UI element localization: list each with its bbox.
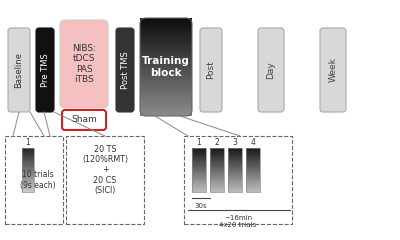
Text: Day: Day [266,61,276,79]
FancyBboxPatch shape [8,28,30,112]
Text: Week: Week [328,58,338,82]
Text: 1: 1 [26,138,30,147]
Bar [192,148,206,192]
Bar [210,148,224,192]
Text: 4: 4 [250,138,256,147]
Text: 1: 1 [197,138,201,147]
Text: ~16min
4x20 trials: ~16min 4x20 trials [220,215,256,228]
Text: 20 TS
(120%RMT)
+
20 CS
(SICI): 20 TS (120%RMT) + 20 CS (SICI) [82,145,128,195]
Text: Post TMS: Post TMS [120,51,130,89]
Text: 3: 3 [232,138,238,147]
FancyBboxPatch shape [116,28,134,112]
Bar [22,148,34,192]
Text: 2: 2 [215,138,219,147]
Text: Baseline: Baseline [14,52,24,88]
FancyBboxPatch shape [320,28,346,112]
FancyBboxPatch shape [60,20,108,108]
Text: NIBS:
tDCS
PAS
iTBS: NIBS: tDCS PAS iTBS [72,44,96,84]
Bar [228,148,242,192]
Text: Sham: Sham [71,115,97,125]
FancyBboxPatch shape [258,28,284,112]
FancyBboxPatch shape [200,28,222,112]
Text: 30s: 30s [195,203,207,209]
Text: Training
block: Training block [142,56,190,78]
Bar [66,136,144,224]
Text: Post: Post [206,61,216,79]
Bar [246,148,260,192]
Text: Pre TMS: Pre TMS [40,53,50,87]
FancyBboxPatch shape [36,28,54,112]
Text: 10 trials
(9s each): 10 trials (9s each) [20,170,56,190]
Bar [5,136,63,224]
Bar [184,136,292,224]
FancyBboxPatch shape [62,110,106,130]
